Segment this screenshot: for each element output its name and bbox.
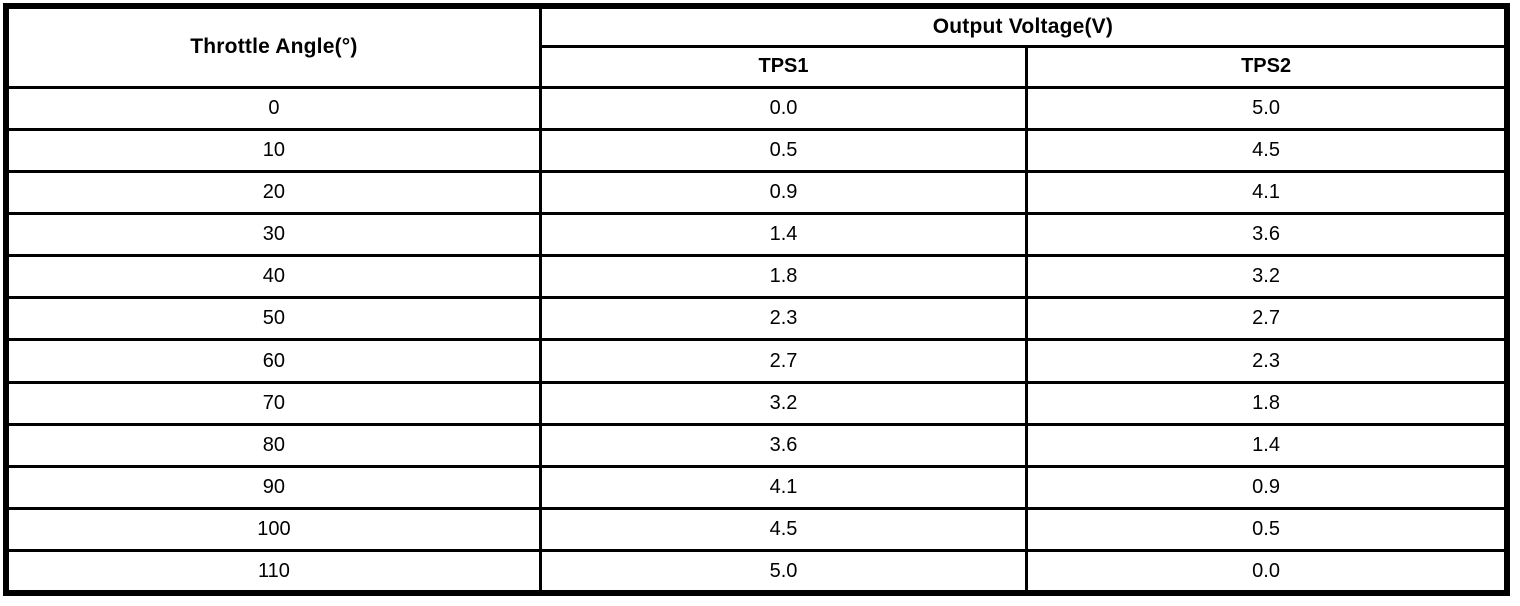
tps2-voltage-cell: 0.9 (1025, 464, 1509, 511)
column-header-output-voltage: Output Voltage(V) (538, 4, 1509, 48)
table-row: 100 4.5 0.5 (4, 507, 1509, 553)
column-header-tps1: TPS1 (538, 44, 1029, 89)
throttle-angle-cell: 110 (4, 549, 542, 595)
throttle-angle-cell: 100 (4, 507, 542, 553)
tps1-voltage-cell: 0.9 (538, 169, 1029, 215)
header-row-group: Throttle Angle(°) Output Voltage(V) (4, 4, 1509, 89)
tps1-voltage-cell: 3.6 (538, 422, 1029, 468)
table-row: 10 0.5 4.5 (4, 127, 1509, 173)
table-row: 90 4.1 0.9 (4, 464, 1509, 511)
tps2-voltage-cell: 2.3 (1025, 338, 1509, 384)
tps2-voltage-cell: 0.0 (1025, 549, 1509, 595)
throttle-position-sensor-table: Throttle Angle(°) Output Voltage(V) TPS1… (3, 3, 1510, 596)
tps2-voltage-cell: 5.0 (1025, 85, 1509, 131)
tps1-voltage-cell: 1.4 (538, 211, 1029, 258)
tps2-voltage-cell: 4.5 (1025, 127, 1509, 173)
table-row: 40 1.8 3.2 (4, 254, 1509, 300)
table-row: 110 5.0 0.0 (4, 549, 1509, 595)
tps1-voltage-cell: 0.5 (538, 127, 1029, 173)
tps1-voltage-cell: 0.0 (538, 85, 1029, 131)
throttle-angle-cell: 80 (4, 422, 542, 468)
throttle-angle-cell: 50 (4, 296, 542, 342)
table-row: 50 2.3 2.7 (4, 296, 1509, 342)
table-row: 80 3.6 1.4 (4, 422, 1509, 468)
tps1-voltage-cell: 4.1 (538, 464, 1029, 511)
table-body: 0 0.0 5.0 10 0.5 4.5 20 0.9 4.1 30 1.4 3… (4, 85, 1509, 595)
table-row: 70 3.2 1.8 (4, 380, 1509, 426)
throttle-angle-cell: 70 (4, 380, 542, 426)
tps2-voltage-cell: 3.2 (1025, 254, 1509, 300)
tps2-voltage-cell: 3.6 (1025, 211, 1509, 258)
tps1-voltage-cell: 3.2 (538, 380, 1029, 426)
table-row: 0 0.0 5.0 (4, 85, 1509, 131)
table-row: 60 2.7 2.3 (4, 338, 1509, 384)
table-row: 30 1.4 3.6 (4, 211, 1509, 258)
tps2-voltage-cell: 2.7 (1025, 296, 1509, 342)
throttle-angle-cell: 60 (4, 338, 542, 384)
throttle-angle-cell: 0 (4, 85, 542, 131)
tps2-voltage-cell: 4.1 (1025, 169, 1509, 215)
column-header-tps2: TPS2 (1025, 44, 1509, 89)
throttle-angle-cell: 20 (4, 169, 542, 215)
tps1-voltage-cell: 4.5 (538, 507, 1029, 553)
tps2-voltage-cell: 1.8 (1025, 380, 1509, 426)
tps1-voltage-cell: 2.7 (538, 338, 1029, 384)
throttle-angle-cell: 30 (4, 211, 542, 258)
tps2-voltage-cell: 0.5 (1025, 507, 1509, 553)
tps2-voltage-cell: 1.4 (1025, 422, 1509, 468)
table-row: 20 0.9 4.1 (4, 169, 1509, 215)
header-row-sub: TPS1 TPS2 (6, 44, 1509, 89)
tps1-voltage-cell: 1.8 (538, 254, 1029, 300)
table-header: Throttle Angle(°) Output Voltage(V) TPS1… (4, 4, 1509, 89)
throttle-angle-cell: 10 (4, 127, 542, 173)
throttle-angle-cell: 40 (4, 254, 542, 300)
throttle-angle-cell: 90 (4, 464, 542, 511)
tps1-voltage-cell: 5.0 (538, 549, 1029, 595)
tps1-voltage-cell: 2.3 (538, 296, 1029, 342)
column-header-throttle-angle: Throttle Angle(°) (4, 4, 542, 89)
